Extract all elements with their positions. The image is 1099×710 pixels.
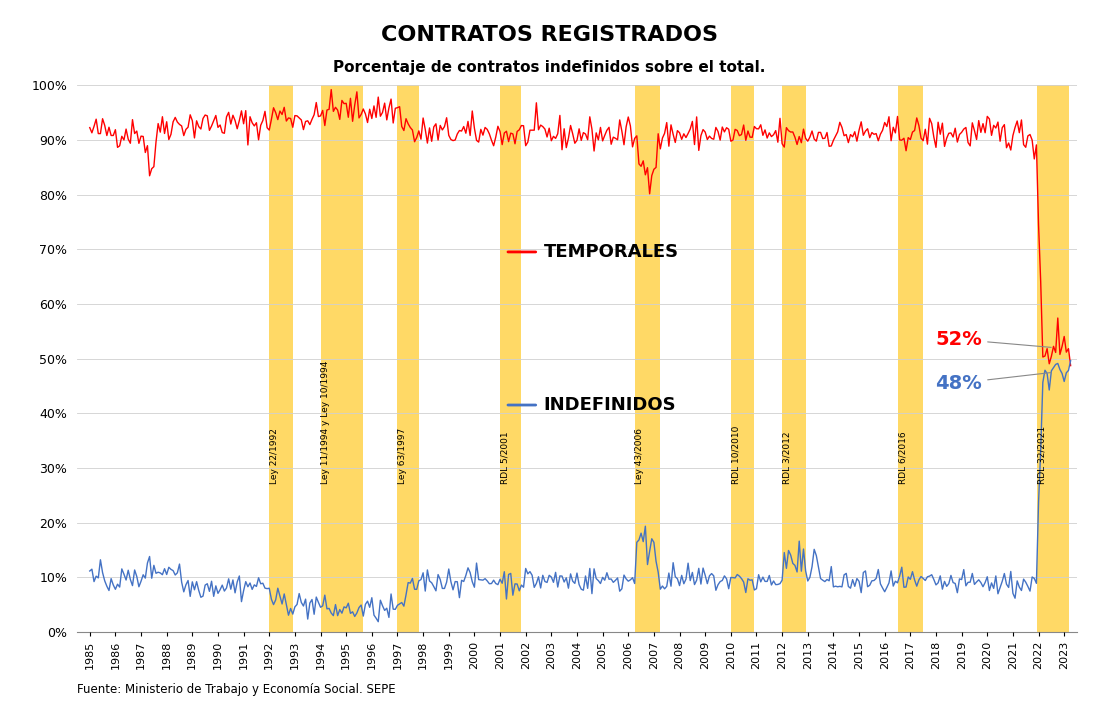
Text: INDEFINIDOS: INDEFINIDOS <box>544 396 676 414</box>
Bar <box>635 85 660 632</box>
Bar <box>782 85 806 632</box>
Text: Ley 43/2006: Ley 43/2006 <box>635 428 644 484</box>
Text: 48%: 48% <box>935 373 1051 393</box>
Text: RDL 10/2010: RDL 10/2010 <box>732 426 741 484</box>
Bar <box>898 85 923 632</box>
Text: RDL 32/2021: RDL 32/2021 <box>1037 426 1046 484</box>
Text: TEMPORALES: TEMPORALES <box>544 243 679 261</box>
Bar <box>398 85 419 632</box>
Text: RDL 5/2001: RDL 5/2001 <box>501 432 510 484</box>
Text: Porcentaje de contratos indefinidos sobre el total.: Porcentaje de contratos indefinidos sobr… <box>333 60 766 75</box>
Bar <box>321 85 364 632</box>
Text: 52%: 52% <box>935 330 1051 349</box>
Text: Fuente: Ministerio de Trabajo y Economía Social. SEPE: Fuente: Ministerio de Trabajo y Economía… <box>77 683 396 696</box>
Bar <box>1036 85 1069 632</box>
Text: Ley 11/1994 y Ley 10/1994: Ley 11/1994 y Ley 10/1994 <box>321 361 330 484</box>
Bar <box>500 85 521 632</box>
Bar <box>269 85 292 632</box>
Text: CONTRATOS REGISTRADOS: CONTRATOS REGISTRADOS <box>381 25 718 45</box>
Bar <box>731 85 754 632</box>
Text: RDL 3/2012: RDL 3/2012 <box>782 432 791 484</box>
Text: RDL 6/2016: RDL 6/2016 <box>898 432 907 484</box>
Text: Ley 22/1992: Ley 22/1992 <box>270 428 279 484</box>
Text: Ley 63/1997: Ley 63/1997 <box>398 428 407 484</box>
